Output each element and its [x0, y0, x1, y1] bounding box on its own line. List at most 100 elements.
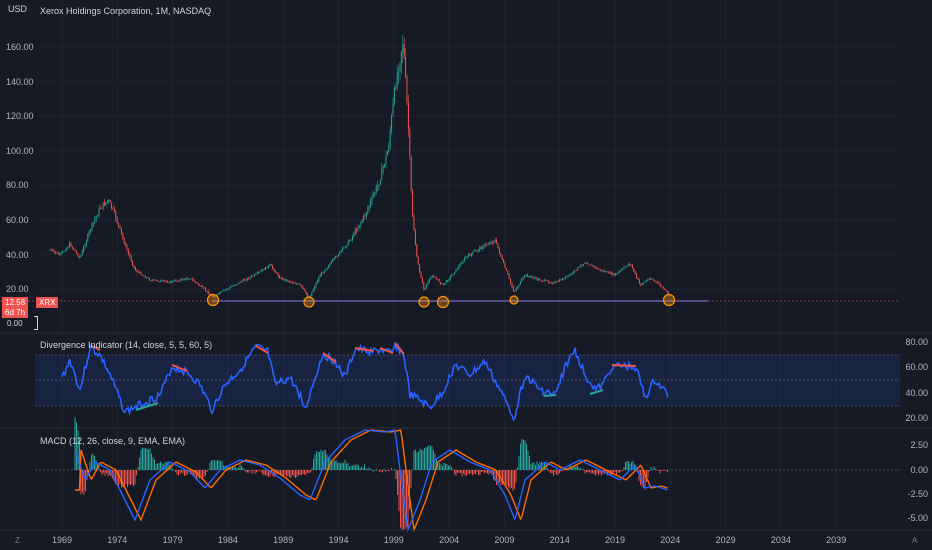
price-panel[interactable]: 160.00 140.00 120.00 100.00 80.00 60.00 40.00 2… [0, 34, 900, 309]
histogram-bar [619, 470, 620, 473]
histogram-bar [529, 456, 530, 470]
histogram-bar [139, 457, 140, 470]
candle-body [136, 270, 138, 272]
support-touch-markers [206, 293, 676, 309]
candle-body [137, 271, 139, 273]
candle-body [626, 266, 628, 267]
histogram-bar [521, 438, 523, 470]
histogram-bar [295, 470, 296, 478]
candle-body [344, 246, 346, 248]
currency-label: USD [8, 4, 28, 14]
candle-body [547, 280, 549, 283]
macd-scale[interactable]: 2.50 0.00 -2.50 -5.00 [907, 440, 928, 523]
histogram-bar [497, 470, 499, 484]
candle-body [584, 262, 586, 264]
candle-body [417, 256, 419, 265]
histogram-bar [332, 460, 334, 470]
histogram-bar [479, 470, 481, 476]
candle-body [151, 280, 153, 281]
candle-body [283, 278, 285, 280]
histogram-bar [83, 470, 85, 495]
histogram-bar [443, 462, 445, 470]
histogram-bar [428, 445, 430, 470]
candle-body [312, 289, 314, 293]
candle-body [358, 225, 360, 228]
histogram-bar [475, 470, 476, 475]
candle-body [364, 215, 366, 217]
histogram-bar [463, 470, 464, 474]
histogram-bar [385, 470, 386, 472]
candle-body [372, 195, 374, 197]
histogram-bar [365, 468, 367, 470]
candle-body [228, 287, 230, 289]
candle-body [389, 131, 391, 146]
candle-body [227, 288, 229, 290]
candle-body [204, 288, 206, 291]
histogram-bar [341, 462, 343, 470]
histogram-bar [200, 470, 202, 477]
candle-body [377, 185, 379, 187]
candle-body [452, 274, 454, 276]
candle-body [636, 273, 638, 278]
candle-body [213, 296, 215, 298]
candle-body [98, 208, 100, 216]
candle-body [533, 278, 535, 279]
candle-body [444, 283, 446, 285]
histogram-bar [335, 459, 337, 470]
histogram-bar [347, 462, 349, 470]
candle-body [337, 254, 339, 257]
histogram-bar [512, 470, 514, 491]
histogram-bar [544, 462, 545, 470]
candle-body [588, 264, 590, 266]
histogram-bar [502, 470, 503, 485]
timezone-button[interactable]: Z [15, 536, 20, 545]
symbol-title[interactable]: Xerox Holdings Corporation, 1M, NASDAQ [40, 6, 212, 16]
candle-body [290, 281, 292, 283]
histogram-bar [617, 470, 619, 473]
histogram-bar [155, 464, 157, 470]
candle-body [629, 264, 631, 265]
candle-body [108, 200, 110, 201]
candle-body [165, 281, 167, 282]
candle-body [573, 271, 575, 274]
candle-body [300, 284, 302, 286]
candle-body [143, 275, 145, 277]
candle-body [179, 279, 181, 282]
candle-body [437, 278, 439, 280]
histogram-bar [409, 470, 410, 510]
candle-body [343, 246, 345, 248]
auto-scale-button[interactable]: A [912, 536, 918, 545]
histogram-bar [154, 459, 155, 470]
histogram-bar [623, 466, 625, 470]
macd-panel[interactable]: 2.50 0.00 -2.50 -5.00 [35, 417, 928, 533]
candle-body [363, 215, 365, 221]
candle-body [524, 275, 526, 277]
divergence-title[interactable]: Divergence Indicator (14, close, 5, 5, 6… [40, 340, 213, 350]
candle-body [174, 280, 176, 282]
candle-body [599, 269, 601, 271]
divergence-panel[interactable]: 80.00 60.00 40.00 20.00 [35, 337, 928, 423]
histogram-bar [554, 470, 556, 473]
histogram-bar [308, 470, 310, 474]
histogram-bar [254, 470, 256, 474]
time-axis[interactable]: 1969 1974 1979 1984 1989 1994 1999 2004 2009 2014… [52, 535, 846, 545]
candle-body [113, 208, 115, 212]
histogram-bar [362, 467, 364, 470]
histogram-bar [469, 470, 470, 475]
histogram-bar [626, 460, 628, 470]
candle-body [501, 256, 503, 260]
histogram-bar [146, 448, 148, 470]
histogram-bar [467, 470, 469, 475]
price-scale[interactable]: 160.00 140.00 120.00 100.00 80.00 60.00 40.00 2… [6, 42, 34, 294]
candle-body [126, 245, 128, 250]
histogram-bar [184, 470, 185, 476]
last-price-tag: 12.58 [2, 297, 29, 308]
histogram-bar [160, 461, 161, 470]
time-label: 1974 [107, 535, 127, 545]
histogram-bar [382, 470, 383, 473]
macd-title[interactable]: MACD (12, 26, close, 9, EMA, EMA) [40, 436, 186, 446]
histogram-bar [361, 466, 362, 470]
histogram-bar [559, 470, 560, 474]
divergence-scale[interactable]: 80.00 60.00 40.00 20.00 [905, 337, 928, 423]
